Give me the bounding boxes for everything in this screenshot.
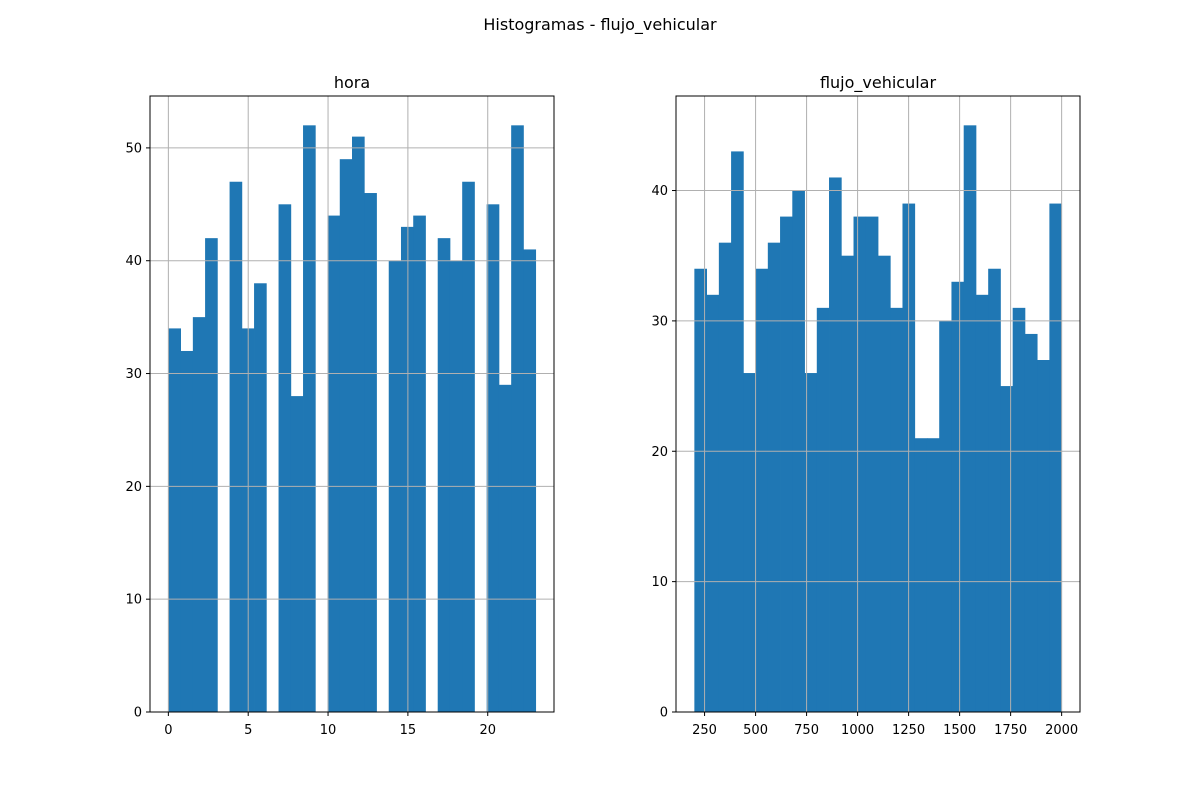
histogram-bar [523,249,537,712]
histogram-bar [1049,203,1063,712]
histogram-bar [718,242,732,713]
x-tick-label: 0 [164,723,172,738]
histogram-bar [780,216,793,712]
histogram-bar [988,268,1001,712]
histogram-bar [731,151,744,712]
histogram-bar [498,384,512,712]
axes-frame [675,95,1081,713]
histogram-bar [926,438,940,712]
histogram-bar [841,255,854,712]
histogram-bar [290,396,304,712]
histogram-bar [303,125,316,712]
histogram-bar [853,216,867,712]
histogram-bar [939,320,952,712]
histogram-bar [352,136,365,712]
y-tick-label: 20 [125,480,142,495]
histogram-bar [914,438,928,712]
y-tick-label: 10 [651,575,668,590]
histogram-bars [168,125,537,713]
y-tick-label: 0 [134,706,142,721]
x-tick-label: 750 [794,723,819,738]
histogram-bar [400,226,414,712]
histogram-bar [951,281,965,712]
y-tick-label: 0 [660,706,668,721]
y-axis-ticks: 0 10 20 30 40 [651,184,676,721]
histogram-bar [1024,333,1038,712]
x-tick-label: 1250 [892,723,925,738]
histogram-bar [865,216,879,712]
x-axis-ticks: 0 5 10 15 20 [164,712,496,738]
histogram-bar [437,238,451,712]
histogram-bar [180,350,194,712]
figure-title: Histogramas - flujo_vehicular [483,15,717,35]
histogram-bar [413,215,426,712]
histogram-bar [462,181,475,713]
histogram-bar [364,193,377,712]
axes-frame [149,95,555,713]
x-tick-label: 15 [400,723,417,738]
x-tick-label: 2000 [1045,723,1078,738]
histogram-bar [706,294,720,712]
histogram-bar [168,328,181,712]
histogram-bar [816,307,830,712]
histogram-bar [975,294,989,712]
y-tick-label: 20 [651,445,668,460]
x-tick-label: 20 [479,723,496,738]
y-tick-label: 10 [125,593,142,608]
histogram-bar [963,125,977,712]
x-tick-label: 10 [320,723,337,738]
subplot-flujo-vehicular: 250 500 750 1000 1250 1500 1750 2000 010203040 … [651,73,1081,738]
x-axis-ticks: 250 500 750 1000 1250 1500 1750 2000 [692,712,1078,738]
y-tick-label: 30 [125,367,142,382]
histogram-bar [743,373,756,712]
subplot-title: flujo_vehicular [820,73,937,93]
histogram-bar [192,317,206,712]
histogram-bar [511,125,524,712]
histogram-bar [804,373,818,712]
histogram-bar [339,159,353,712]
histogram-bar [829,177,842,713]
histogram-bar [229,181,243,713]
x-tick-label: 1500 [943,723,976,738]
y-tick-label: 40 [125,254,142,269]
subplot-hora: 0 5 10 15 20 0 10 20 30 40 50 hora [125,73,555,738]
histogram-bar [890,307,903,712]
histogram-bar [1012,307,1026,712]
y-axis-ticks: 0 10 20 30 40 50 [125,141,150,721]
histogram-bar [878,255,891,712]
histogram-bar [486,204,500,712]
x-tick-label: 1750 [994,723,1027,738]
grid-lines [150,96,554,713]
histogram-bar [755,268,769,712]
x-tick-label: 500 [743,723,768,738]
histogram-bar [327,215,341,712]
subplot-title: hora [334,73,370,92]
histogram-bar [254,283,267,712]
histogram-bar [1000,386,1014,712]
x-tick-label: 250 [692,723,717,738]
histogram-bar [1037,360,1050,712]
histogram-bar [694,268,707,712]
histogram-bar [205,238,218,712]
y-tick-label: 50 [125,141,142,156]
x-tick-label: 5 [244,723,252,738]
histogram-bar [278,204,292,712]
histogram-bar [767,242,781,713]
y-tick-label: 30 [651,314,668,329]
y-tick-label: 40 [651,184,668,199]
x-tick-label: 1000 [841,723,874,738]
histogram-bars [694,125,1063,713]
